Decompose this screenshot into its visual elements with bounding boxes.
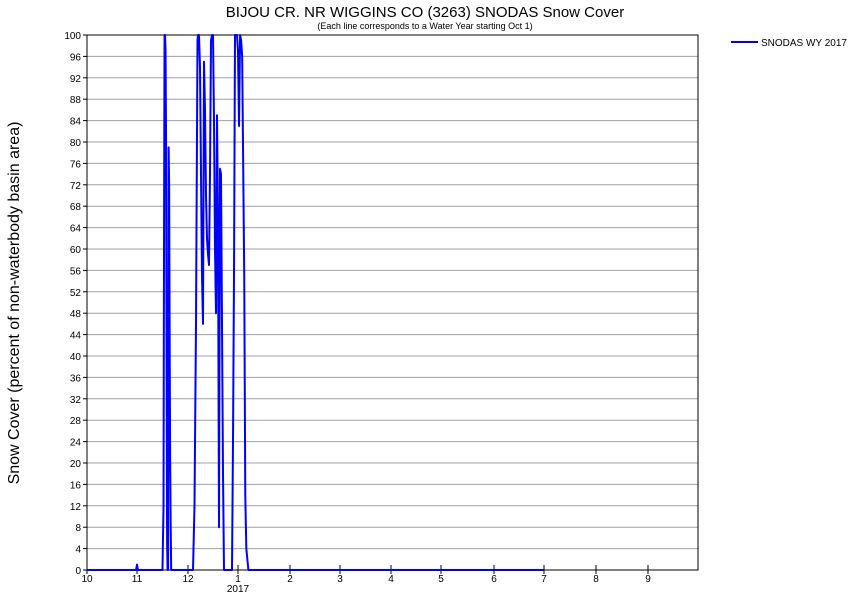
y-tick-label: 68: [70, 202, 82, 213]
x-year-label: 2017: [227, 584, 250, 595]
y-tick-label: 36: [70, 373, 82, 384]
y-tick-label: 72: [70, 181, 82, 192]
legend: SNODAS WY 2017: [731, 38, 847, 49]
y-tick-label: 12: [70, 502, 82, 513]
y-tick-label: 44: [70, 331, 82, 342]
x-tick-label: 6: [491, 574, 497, 585]
y-tick-label: 16: [70, 480, 82, 491]
y-tick-label: 64: [70, 224, 82, 235]
y-axis-ticks: 0481216202428323640444852566064687276808…: [64, 31, 87, 577]
y-tick-label: 84: [70, 117, 82, 128]
x-axis-ticks: 10 11 12 1 2 3 4 5 6 7 8 9: [81, 565, 651, 585]
y-tick-label: 88: [70, 95, 82, 106]
y-tick-label: 40: [70, 352, 82, 363]
y-tick-label: 8: [75, 523, 81, 534]
y-tick-label: 96: [70, 52, 82, 63]
grid-lines: [87, 55, 698, 550]
y-tick-label: 32: [70, 395, 82, 406]
x-tick-label: 3: [337, 574, 343, 585]
x-tick-label: 8: [593, 574, 599, 585]
series-line-0: [87, 34, 544, 571]
x-tick-label: 10: [81, 574, 93, 585]
y-tick-label: 48: [70, 309, 82, 320]
y-tick-label: 92: [70, 74, 82, 85]
y-tick-label: 60: [70, 245, 82, 256]
chart-title: BIJOU CR. NR WIGGINS CO (3263) SNODAS Sn…: [226, 4, 624, 21]
series-lines: [87, 34, 544, 571]
x-tick-label: 2: [287, 574, 293, 585]
y-tick-label: 80: [70, 138, 82, 149]
chart-subtitle: (Each line corresponds to a Water Year s…: [317, 21, 532, 31]
y-tick-label: 24: [70, 438, 82, 449]
y-tick-label: 52: [70, 288, 82, 299]
x-tick-label: 4: [388, 574, 394, 585]
y-tick-label: 76: [70, 159, 82, 170]
legend-label-wy2017: SNODAS WY 2017: [761, 38, 847, 49]
y-tick-label: 28: [70, 416, 82, 427]
y-axis-label: Snow Cover (percent of non-waterbody bas…: [6, 122, 23, 485]
x-tick-label: 9: [645, 574, 651, 585]
y-tick-label: 56: [70, 266, 82, 277]
y-tick-label: 20: [70, 459, 82, 470]
x-tick-label: 11: [132, 574, 143, 585]
x-tick-label: 1: [235, 574, 241, 585]
y-tick-label: 4: [75, 545, 81, 556]
y-tick-label: 0: [75, 566, 81, 577]
x-tick-label: 12: [182, 574, 194, 585]
y-tick-label: 100: [64, 31, 81, 42]
plot-area-frame: [86, 34, 699, 571]
x-tick-label: 7: [541, 574, 547, 585]
x-tick-label: 5: [438, 574, 444, 585]
